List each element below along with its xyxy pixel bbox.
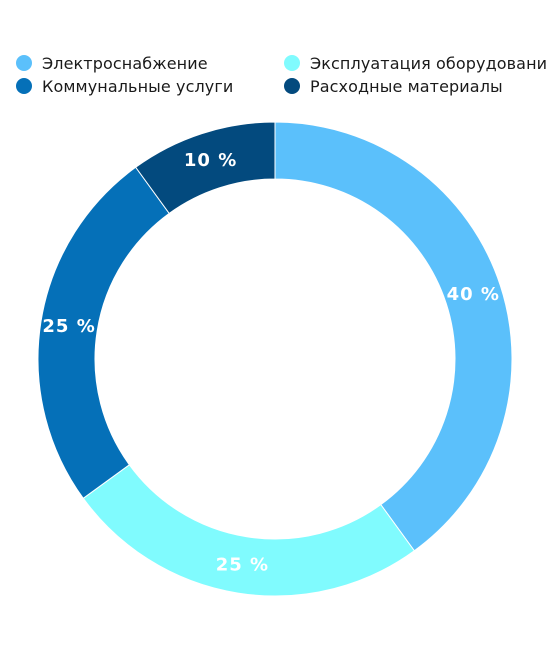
legend-item-utilities[interactable]: Коммунальные услуги (16, 75, 233, 97)
legend-label-electricity: Электроснабжение (42, 53, 208, 73)
donut-slice-supplies[interactable] (134, 121, 276, 215)
legend-item-electricity[interactable]: Электроснабжение (16, 52, 208, 74)
legend-item-equipment[interactable]: Эксплуатация оборудования (284, 52, 548, 74)
chart-legend: Электроснабжение Коммунальные услуги Экс… (0, 0, 548, 110)
slice-label-utilities: 25 % (42, 316, 95, 337)
legend-swatch-electricity (16, 55, 32, 71)
slice-label-electricity: 40 % (447, 284, 500, 305)
donut-slice-equipment[interactable] (82, 464, 416, 597)
legend-label-supplies: Расходные материалы (310, 76, 503, 96)
legend-label-equipment: Эксплуатация оборудования (310, 53, 548, 73)
legend-swatch-utilities (16, 78, 32, 94)
slice-label-equipment: 25 % (216, 554, 269, 575)
legend-label-utilities: Коммунальные услуги (42, 76, 234, 96)
legend-swatch-equipment (284, 55, 300, 71)
legend-swatch-supplies (284, 78, 300, 94)
donut-slice-electricity[interactable] (274, 121, 513, 552)
slice-label-supplies: 10 % (184, 150, 237, 171)
legend-item-supplies[interactable]: Расходные материалы (284, 75, 503, 97)
